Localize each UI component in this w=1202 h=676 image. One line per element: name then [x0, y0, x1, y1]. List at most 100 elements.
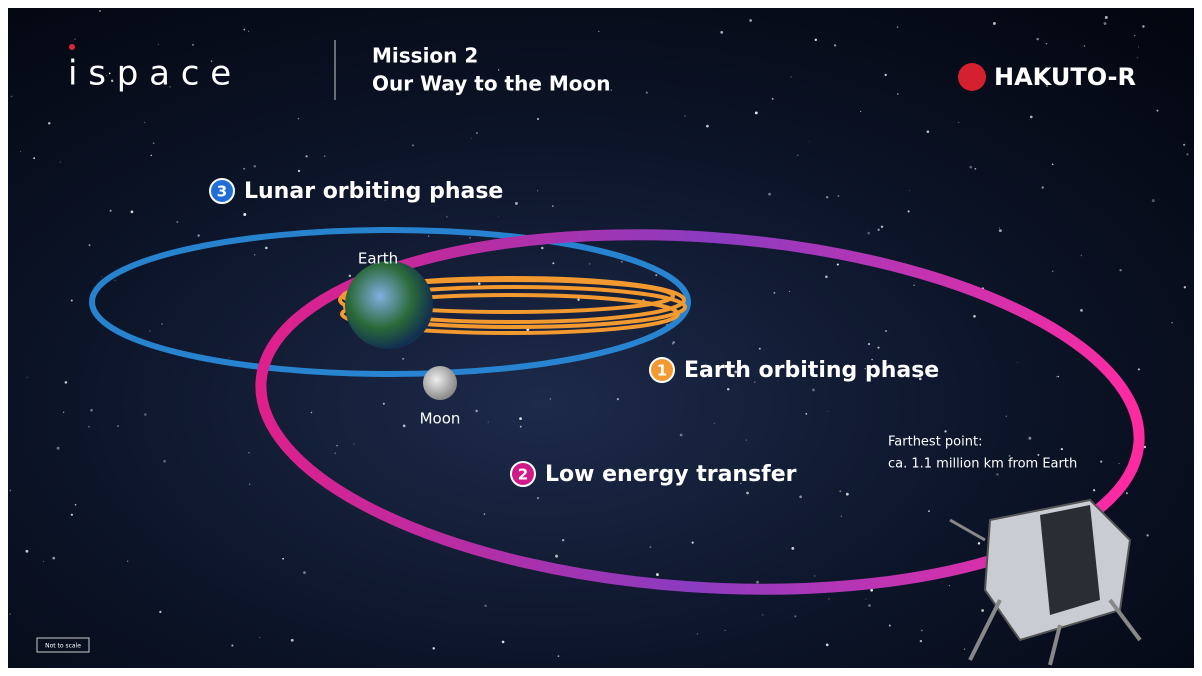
star	[144, 413, 146, 415]
star	[192, 44, 194, 46]
star	[537, 190, 538, 191]
star	[650, 546, 652, 548]
star	[921, 629, 923, 631]
star	[577, 299, 579, 301]
star	[519, 417, 522, 420]
star	[927, 130, 930, 133]
star	[772, 98, 774, 100]
star	[282, 558, 284, 560]
star	[944, 430, 946, 432]
star	[488, 422, 489, 423]
star	[1046, 43, 1047, 44]
star	[515, 202, 518, 205]
star	[805, 413, 807, 415]
star	[306, 155, 308, 157]
star	[197, 234, 199, 236]
star	[727, 388, 729, 390]
star	[827, 411, 828, 412]
star	[964, 649, 965, 650]
star	[746, 440, 747, 441]
star	[336, 445, 337, 446]
star	[158, 44, 159, 45]
star	[1042, 186, 1044, 188]
star	[999, 227, 1000, 228]
star	[243, 168, 245, 170]
star	[311, 412, 313, 414]
star	[697, 633, 698, 634]
star	[9, 490, 11, 492]
farthest-detail: ca. 1.1 million km from Earth	[888, 457, 1077, 472]
star	[150, 331, 151, 332]
star	[26, 550, 29, 553]
star	[867, 232, 870, 235]
star	[412, 144, 414, 146]
star	[1146, 534, 1148, 536]
star	[151, 155, 153, 157]
brand-icon	[958, 63, 986, 91]
phase-number: 1	[657, 362, 667, 380]
star	[768, 193, 771, 196]
star	[828, 598, 829, 599]
star	[920, 640, 922, 642]
star	[881, 226, 883, 228]
star	[254, 254, 255, 255]
star	[20, 151, 21, 152]
star	[611, 90, 612, 91]
star	[33, 157, 35, 159]
star	[1030, 116, 1033, 119]
logo-dot	[69, 44, 75, 50]
star	[809, 141, 810, 142]
star	[475, 410, 478, 413]
star	[799, 496, 802, 499]
star	[562, 539, 564, 541]
star	[928, 510, 930, 512]
star	[153, 142, 155, 144]
phase-label: Lunar orbiting phase	[244, 179, 503, 204]
star	[476, 132, 478, 134]
star	[498, 216, 499, 217]
star	[1052, 271, 1053, 272]
star	[558, 655, 560, 657]
star	[334, 452, 336, 454]
star	[291, 639, 294, 642]
star	[1184, 286, 1186, 288]
mission: Mission 2	[372, 44, 478, 68]
star	[973, 315, 976, 318]
star	[794, 615, 796, 617]
star	[1138, 368, 1140, 370]
star	[981, 609, 984, 612]
star	[253, 165, 256, 168]
star	[838, 195, 840, 197]
phase-label: Low energy transfer	[545, 462, 797, 487]
star	[756, 581, 759, 584]
star	[1028, 437, 1031, 440]
star	[65, 381, 68, 384]
star	[755, 111, 758, 114]
moon	[423, 366, 457, 400]
star	[555, 555, 558, 558]
star	[99, 10, 101, 12]
star	[877, 347, 879, 349]
star	[841, 515, 842, 516]
star	[839, 490, 841, 492]
star	[229, 357, 230, 358]
star	[484, 604, 487, 607]
star	[746, 492, 749, 495]
farthest-title: Farthest point:	[888, 435, 982, 450]
star	[89, 244, 91, 246]
star	[1036, 38, 1038, 40]
star	[589, 263, 590, 264]
earth	[345, 261, 433, 349]
star	[617, 398, 619, 400]
star	[161, 323, 163, 325]
star	[725, 630, 726, 631]
star	[598, 31, 599, 32]
star	[11, 96, 13, 98]
star	[110, 210, 112, 212]
star	[826, 196, 828, 198]
star	[1104, 22, 1107, 25]
star	[469, 237, 471, 239]
star	[537, 497, 539, 499]
star	[1061, 448, 1063, 450]
star	[877, 229, 879, 231]
